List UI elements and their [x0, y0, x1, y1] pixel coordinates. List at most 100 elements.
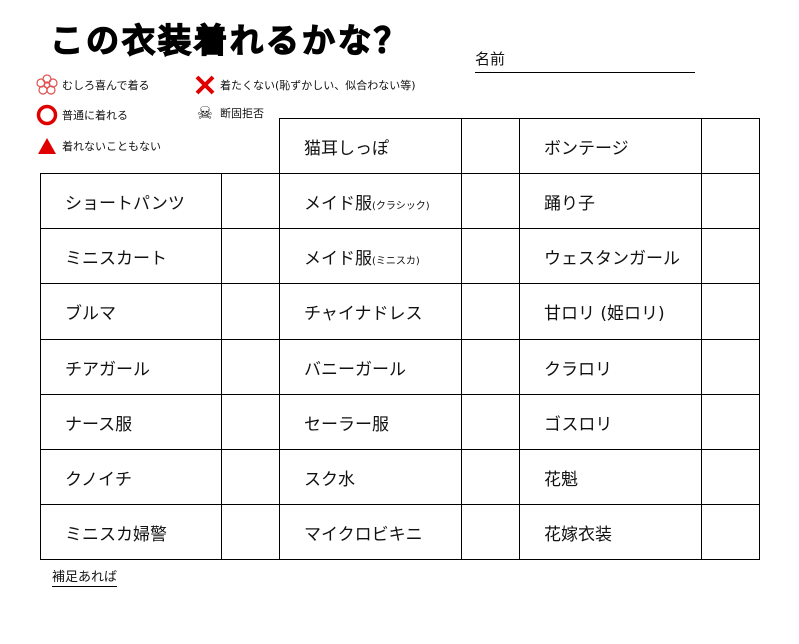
- rating-cell[interactable]: [221, 394, 280, 450]
- legend-item: むしろ喜んで着る: [36, 74, 149, 96]
- costume-name: ブルマ: [65, 304, 116, 324]
- costume-name: 猫耳しっぽ: [304, 138, 389, 159]
- costume-cell: メイド服(ミニスカ): [279, 228, 462, 284]
- costume-label: ミニスカート: [65, 244, 167, 269]
- costume-label: セーラー服: [304, 410, 389, 435]
- legend-label: むしろ喜んで着る: [62, 79, 150, 92]
- costume-cell: 猫耳しっぽ: [279, 118, 462, 174]
- legend-label: 着れないこともない: [62, 140, 161, 153]
- red-triangle-icon: [36, 135, 58, 157]
- costume-cell: メイド服(クラシック): [279, 173, 462, 229]
- costume-cell: クノイチ: [40, 449, 222, 505]
- rating-cell[interactable]: [461, 504, 520, 560]
- costume-label: メイド服(ミニスカ): [304, 244, 420, 269]
- costume-cell: スク水: [279, 449, 462, 505]
- legend-label: 着たくない(恥ずかしい、似合わない等): [220, 79, 416, 92]
- rating-cell[interactable]: [701, 449, 760, 505]
- rating-cell[interactable]: [221, 228, 280, 284]
- rating-cell[interactable]: [701, 228, 760, 284]
- costume-name: ミニスカ婦警: [65, 524, 167, 545]
- note-label: 補足あれば: [52, 566, 118, 587]
- rating-cell[interactable]: [461, 118, 520, 174]
- rating-cell[interactable]: [221, 339, 280, 395]
- costume-label: ブルマ: [65, 299, 116, 324]
- rating-cell[interactable]: [221, 504, 280, 560]
- legend-label: 断固拒否: [220, 107, 264, 120]
- costume-name: ミニスカート: [65, 248, 167, 269]
- costume-cell: ゴスロリ: [519, 394, 702, 450]
- costume-label: 花魁: [544, 465, 578, 490]
- costume-label: 甘ロリ (姫ロリ): [544, 299, 665, 324]
- rating-cell[interactable]: [461, 339, 520, 395]
- costume-name: 踊り子: [544, 193, 595, 214]
- costume-name: ナース服: [65, 414, 133, 435]
- costume-label: ウェスタンガール: [544, 244, 680, 269]
- costume-name: チャイナドレス: [304, 304, 423, 324]
- rating-cell[interactable]: [701, 339, 760, 395]
- costume-cell: ボンテージ: [519, 118, 702, 174]
- costume-label: 踊り子: [544, 189, 595, 214]
- costume-label: メイド服(クラシック): [304, 189, 430, 214]
- costume-name: チアガール: [65, 359, 150, 380]
- costume-name: バニーガール: [304, 359, 406, 380]
- costume-cell: ナース服: [40, 394, 222, 450]
- costume-cell: マイクロビキニ: [279, 504, 462, 560]
- rating-cell[interactable]: [221, 449, 280, 505]
- legend-item: 普通に着れる: [36, 104, 128, 126]
- costume-subtitle: (クラシック): [372, 200, 430, 212]
- costume-cell: 花嫁衣装: [519, 504, 702, 560]
- costume-cell: 踊り子: [519, 173, 702, 229]
- rating-cell[interactable]: [701, 173, 760, 229]
- costume-name: ボンテージ: [544, 138, 629, 159]
- legend-item: ☠ 断固拒否: [194, 102, 264, 124]
- rating-cell[interactable]: [461, 449, 520, 505]
- costume-cell: ショートパンツ: [40, 173, 222, 229]
- costume-name: マイクロビキニ: [304, 524, 423, 545]
- costume-name: 花魁: [544, 469, 578, 490]
- costume-name: メイド服: [304, 193, 372, 214]
- name-field[interactable]: 名前: [475, 48, 695, 73]
- rating-cell[interactable]: [221, 283, 280, 340]
- costume-label: ゴスロリ: [544, 410, 612, 435]
- costume-label: バニーガール: [304, 355, 406, 380]
- rating-cell[interactable]: [701, 118, 760, 174]
- costume-label: ナース服: [65, 410, 132, 435]
- costume-subtitle: (ミニスカ): [372, 255, 420, 267]
- flower-stamp-icon: [36, 74, 58, 96]
- costume-name: クノイチ: [65, 469, 132, 490]
- costume-cell: セーラー服: [279, 394, 462, 450]
- costume-name: ゴスロリ: [544, 414, 613, 435]
- costume-label: チアガール: [65, 355, 150, 380]
- costume-label: ショートパンツ: [65, 189, 185, 214]
- legend-label: 普通に着れる: [62, 109, 128, 122]
- costume-name: 花嫁衣装: [544, 524, 612, 545]
- costume-cell: クラロリ: [519, 339, 702, 395]
- red-circle-icon: [36, 104, 58, 126]
- costume-label: マイクロビキニ: [304, 520, 423, 545]
- rating-cell[interactable]: [701, 394, 760, 450]
- rating-cell[interactable]: [221, 173, 280, 229]
- rating-cell[interactable]: [701, 283, 760, 340]
- costume-cell: ブルマ: [40, 283, 222, 340]
- rating-cell[interactable]: [701, 504, 760, 560]
- costume-name: ウェスタンガール: [544, 248, 680, 269]
- rating-cell[interactable]: [461, 173, 520, 229]
- rating-cell[interactable]: [461, 394, 520, 450]
- costume-cell: 花魁: [519, 449, 702, 505]
- costume-label: チャイナドレス: [304, 299, 423, 324]
- costume-name: 甘ロリ (姫ロリ): [544, 304, 665, 324]
- legend-item: 着たくない(恥ずかしい、似合わない等): [194, 74, 416, 96]
- costume-cell: ミニスカート: [40, 228, 222, 284]
- rating-cell[interactable]: [461, 283, 520, 340]
- costume-cell: チャイナドレス: [279, 283, 462, 340]
- costume-label: クラロリ: [544, 355, 612, 380]
- costume-cell: ミニスカ婦警: [40, 504, 222, 560]
- costume-cell: チアガール: [40, 339, 222, 395]
- rating-cell[interactable]: [461, 228, 520, 284]
- skull-crossbones-icon: ☠: [196, 102, 214, 124]
- costume-cell: バニーガール: [279, 339, 462, 395]
- legend-item: 着れないこともない: [36, 135, 161, 157]
- costume-name: スク水: [304, 469, 355, 490]
- costume-cell: ウェスタンガール: [519, 228, 702, 284]
- costume-label: ミニスカ婦警: [65, 520, 167, 545]
